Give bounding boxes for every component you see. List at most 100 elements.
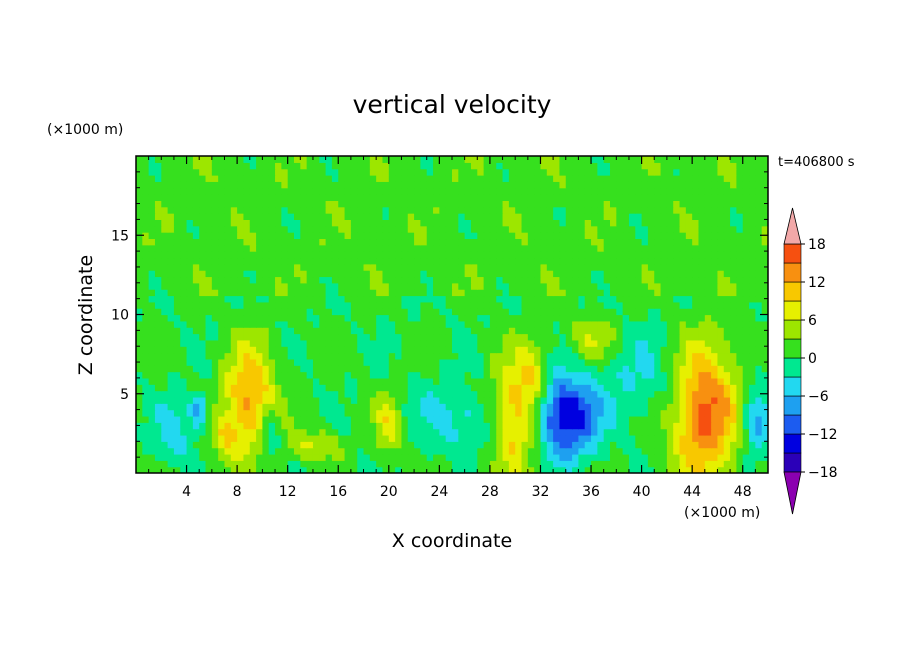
field-cell [730, 371, 737, 379]
field-cell [666, 466, 674, 473]
field-cell [395, 409, 403, 417]
field-cell [161, 415, 169, 423]
field-cell [698, 377, 706, 385]
field-cell [464, 333, 472, 341]
field-cell [546, 156, 554, 163]
field-cell [610, 390, 617, 398]
field-cell [167, 238, 175, 246]
field-cell [521, 460, 529, 468]
field-cell [616, 168, 624, 176]
field-cell [508, 352, 516, 360]
field-cell [154, 314, 162, 322]
field-cell [148, 358, 156, 366]
field-cell [717, 156, 725, 163]
field-cell [565, 225, 573, 233]
field-cell [616, 327, 624, 335]
field-cell [502, 333, 510, 341]
field-cell [666, 200, 674, 208]
field-cell [635, 422, 643, 430]
field-cell [717, 289, 725, 297]
field-cell [610, 377, 617, 385]
field-cell [761, 314, 768, 322]
field-cell [527, 156, 535, 163]
field-cell [508, 390, 516, 398]
field-cell [142, 314, 150, 322]
field-cell [761, 428, 768, 436]
field-cell [180, 460, 188, 468]
field-cell [224, 276, 232, 284]
field-cell [540, 352, 548, 360]
field-cell [136, 257, 143, 265]
field-cell [489, 308, 497, 316]
field-cell [294, 187, 301, 195]
field-cell [136, 346, 143, 354]
field-cell [312, 244, 320, 252]
field-cell [641, 257, 649, 265]
field-cell [704, 295, 712, 303]
field-cell [546, 415, 554, 423]
field-cell [243, 466, 251, 473]
field-cell [161, 428, 169, 436]
field-cell [161, 466, 169, 473]
field-cell [515, 415, 523, 423]
field-cell [553, 232, 561, 240]
field-cell [565, 213, 573, 220]
field-cell [294, 346, 301, 354]
field-cell [730, 415, 737, 423]
field-cell [192, 333, 200, 341]
field-cell [433, 409, 440, 417]
field-cell [237, 358, 245, 366]
field-cell [287, 162, 295, 170]
field-cell [142, 308, 150, 316]
field-cell [515, 384, 523, 392]
field-cell [344, 156, 352, 163]
field-cell [635, 156, 643, 163]
field-cell [723, 175, 731, 182]
field-cell [306, 333, 314, 341]
field-cell [142, 358, 150, 366]
field-cell [136, 447, 143, 455]
field-cell [294, 168, 301, 176]
field-cell [218, 314, 226, 322]
field-cell [312, 206, 320, 214]
field-cell [180, 213, 188, 220]
field-cell [559, 384, 567, 392]
field-cell [180, 390, 188, 398]
field-cell [704, 244, 712, 252]
field-cell [559, 308, 567, 316]
field-cell [742, 371, 750, 379]
field-cell [243, 168, 251, 176]
field-cell [426, 428, 434, 436]
field-cell [136, 270, 143, 278]
field-cell [439, 225, 447, 233]
field-cell [199, 447, 207, 455]
field-cell [382, 301, 390, 309]
field-cell [433, 434, 440, 442]
field-cell [167, 257, 175, 265]
field-cell [319, 206, 327, 214]
field-cell [635, 251, 643, 259]
field-cell [439, 232, 447, 240]
field-cell [546, 200, 554, 208]
field-cell [218, 251, 226, 259]
field-cell [230, 282, 238, 290]
field-cell [350, 219, 358, 227]
field-cell [180, 377, 188, 385]
field-cell [161, 168, 169, 176]
field-cell [433, 460, 440, 468]
field-cell [338, 320, 346, 328]
field-cell [268, 238, 276, 246]
field-cell [483, 441, 491, 449]
field-cell [755, 162, 763, 170]
field-cell [534, 232, 542, 240]
field-cell [445, 384, 453, 392]
field-cell [230, 428, 238, 436]
field-cell [148, 301, 156, 309]
field-cell [199, 219, 207, 227]
field-cell [483, 308, 491, 316]
field-cell [281, 168, 289, 176]
field-cell [331, 289, 339, 297]
field-cell [287, 206, 295, 214]
field-cell [192, 238, 200, 246]
field-cell [275, 327, 282, 335]
